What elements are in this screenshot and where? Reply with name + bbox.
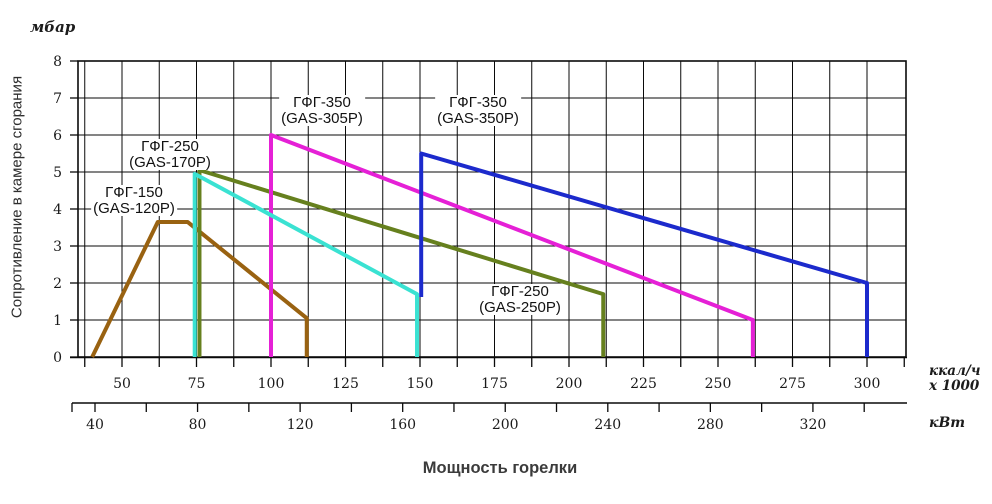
x-axis-kw: 40 80 120 160 200 240 280 320 — [71, 402, 907, 433]
x-tick-label: 100 — [258, 376, 285, 392]
x-tick-label: 125 — [332, 376, 359, 392]
x-axis-title: Мощность горелки — [422, 459, 578, 477]
series-line — [197, 168, 606, 357]
y-tick-label: 0 — [53, 350, 62, 366]
x-tick-label: 200 — [556, 376, 583, 392]
series-line — [419, 151, 869, 357]
series-line — [269, 133, 755, 357]
y-axis: 0 1 2 3 4 5 6 7 8 — [53, 54, 78, 366]
y-tick-label: 3 — [53, 239, 62, 255]
x-tick-label: 75 — [188, 376, 206, 392]
series-label: ГФГ-350 (GAS-350P) — [435, 94, 521, 127]
x-tick-label: 160 — [389, 417, 416, 433]
y-tick-label: 4 — [53, 202, 62, 218]
x-unit-kw: кВт — [929, 415, 966, 431]
y-tick-label: 6 — [53, 128, 62, 144]
x-axis-kcal: 50 75 100 125 150 175 200 225 250 275 300 — [70, 356, 907, 392]
series-label: ГФГ-250 (GAS-170P) — [127, 138, 213, 171]
x-tick-label: 200 — [492, 417, 519, 433]
x-tick-label: 175 — [481, 376, 508, 392]
y-tick-label: 8 — [53, 54, 62, 70]
y-tick-label: 2 — [53, 276, 62, 292]
x-tick-label: 250 — [705, 376, 732, 392]
x-tick-label: 40 — [86, 417, 104, 433]
x-tick-label: 225 — [630, 376, 657, 392]
series-line — [192, 171, 420, 357]
y-axis-title: Сопротивление в камере сгорания — [8, 75, 26, 319]
x-tick-label: 80 — [189, 417, 207, 433]
y-unit-label: мбар — [30, 18, 76, 36]
x-tick-label: 275 — [779, 376, 806, 392]
series-label: ГФГ-150 (GAS-120P) — [91, 184, 177, 217]
y-tick-label: 1 — [53, 313, 62, 329]
x-tick-label: 150 — [407, 376, 434, 392]
x-unit-kcal-line1: ккал/ч — [929, 363, 981, 379]
x-unit-kcal-line2: x 1000 — [929, 378, 980, 394]
y-tick-label: 5 — [53, 165, 62, 181]
series-line — [90, 219, 309, 358]
series-label: ГФГ-350 (GAS-305P) — [279, 94, 365, 127]
x-tick-label: 300 — [854, 376, 881, 392]
x-tick-label: 240 — [594, 417, 621, 433]
x-tick-label: 50 — [113, 376, 131, 392]
x-tick-label: 120 — [287, 417, 314, 433]
series-label: ГФГ-250 (GAS-250P) — [477, 283, 563, 316]
x-tick-label: 280 — [697, 417, 724, 433]
x-tick-label: 320 — [800, 417, 827, 433]
y-tick-label: 7 — [53, 91, 62, 107]
